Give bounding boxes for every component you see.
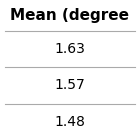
Text: 1.48: 1.48 bbox=[55, 115, 85, 129]
Text: 1.57: 1.57 bbox=[55, 78, 85, 92]
Text: Mean (degree: Mean (degree bbox=[10, 8, 130, 23]
Text: 1.63: 1.63 bbox=[55, 42, 85, 56]
